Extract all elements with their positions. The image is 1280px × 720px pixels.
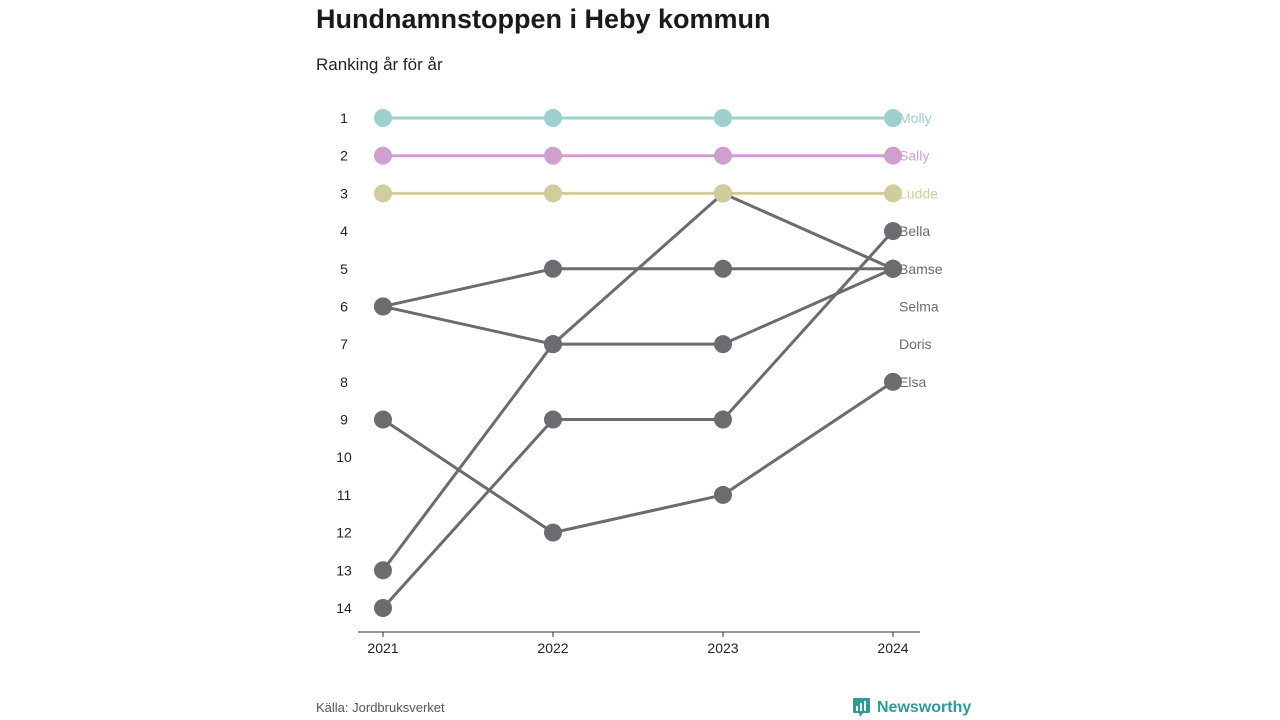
y-tick-label: 9 <box>340 412 348 428</box>
series-point-bamse <box>714 259 732 278</box>
series-points <box>374 109 902 617</box>
series-line-doris <box>381 267 895 346</box>
series-line-bamse <box>381 267 895 308</box>
series-point-molly <box>884 109 902 127</box>
series-line-selma <box>381 191 895 572</box>
y-tick-label: 10 <box>336 449 352 465</box>
series-point-bamse <box>544 259 562 278</box>
series-line-elsa <box>381 380 895 535</box>
y-tick-label: 14 <box>336 600 352 616</box>
series-point-selma <box>374 561 392 580</box>
series-point-ludde <box>714 184 732 203</box>
series-point-bella <box>374 599 392 617</box>
series-point-ludde <box>884 184 902 203</box>
series-point-molly <box>374 109 392 127</box>
y-tick-label: 7 <box>340 336 348 352</box>
series-point-ludde <box>374 184 392 203</box>
x-tick-label: 2024 <box>877 640 908 656</box>
y-tick-label: 6 <box>340 298 348 314</box>
y-tick-label: 2 <box>340 148 348 164</box>
brand-name: Newsworthy <box>877 698 972 716</box>
end-label-sally: Sally <box>899 148 929 164</box>
series-point-sally <box>884 146 902 165</box>
series-point-elsa <box>884 372 902 391</box>
series-point-molly <box>544 109 562 127</box>
series-point-elsa <box>714 485 732 504</box>
series-point-doris <box>374 297 392 316</box>
series-point-doris <box>714 335 732 354</box>
series-point-sally <box>714 146 732 165</box>
x-axis-ticks: 2021 2022 2023 2024 <box>367 632 909 656</box>
y-tick-label: 8 <box>340 374 348 390</box>
series-point-doris <box>544 335 562 354</box>
source-note: Källa: Jordbruksverket <box>316 700 445 715</box>
x-tick-label: 2021 <box>367 640 398 656</box>
y-tick-label: 1 <box>340 110 348 126</box>
y-tick-label: 13 <box>336 562 352 578</box>
series-point-bella <box>544 410 562 429</box>
series-point-doris <box>884 259 902 278</box>
chart-subtitle: Ranking år för år <box>316 55 443 74</box>
series-point-sally <box>544 146 562 165</box>
end-label-bamse: Bamse <box>899 261 943 277</box>
y-tick-label: 5 <box>340 261 348 277</box>
x-tick-label: 2022 <box>537 640 568 656</box>
series-point-elsa <box>374 410 392 429</box>
series-point-sally <box>374 146 392 165</box>
end-label-molly: Molly <box>899 110 932 126</box>
y-tick-label: 12 <box>336 525 352 541</box>
series-line-bella <box>381 229 895 610</box>
series-end-labels: Molly Sally Ludde Bella Bamse Selma Doris Elsa <box>899 110 943 390</box>
newsworthy-logo-icon <box>853 698 870 717</box>
chart-title: Hundnamnstoppen i Heby kommun <box>316 4 771 34</box>
series-point-molly <box>714 109 732 127</box>
x-tick-label: 2023 <box>707 640 738 656</box>
end-label-selma: Selma <box>899 298 939 314</box>
end-label-elsa: Elsa <box>899 374 926 390</box>
y-tick-label: 11 <box>337 487 352 503</box>
series-point-bella <box>884 222 902 241</box>
end-label-doris: Doris <box>899 336 932 352</box>
series-point-elsa <box>544 523 562 542</box>
end-label-ludde: Ludde <box>899 185 938 201</box>
series-point-bella <box>714 410 732 429</box>
brand-logo: Newsworthy <box>852 697 971 718</box>
end-label-bella: Bella <box>899 223 930 239</box>
series-lines <box>381 116 895 610</box>
y-tick-label: 3 <box>340 185 348 201</box>
series-point-ludde <box>544 184 562 203</box>
y-tick-label: 4 <box>340 223 348 239</box>
